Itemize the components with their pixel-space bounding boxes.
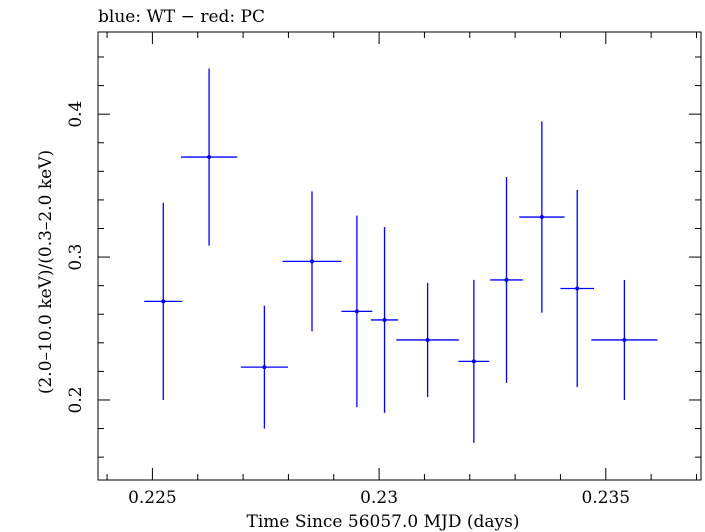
data-point [370, 227, 399, 413]
y-tick-label: 0.4 [66, 101, 86, 128]
data-point-marker [504, 277, 509, 282]
data-point [490, 177, 523, 383]
y-tick-label: 0.3 [66, 244, 86, 271]
data-point-marker [354, 309, 359, 314]
data-point-marker [539, 215, 544, 220]
y-tick-label: 0.2 [66, 386, 86, 413]
data-point [458, 279, 490, 443]
chart-title: blue: WT − red: PC [98, 7, 265, 27]
data-point [396, 282, 459, 398]
x-tick-label: 0.23 [360, 488, 398, 508]
data-point-marker [161, 299, 166, 304]
y-axis-label: (2.0–10.0 keV)/(0.3–2.0 keV) [36, 150, 56, 394]
axis-ticks [98, 32, 701, 480]
data-series [144, 68, 658, 443]
plot-frame [97, 31, 702, 481]
data-point [560, 189, 595, 388]
data-point-marker [382, 317, 387, 322]
data-point [341, 215, 373, 408]
data-point [282, 191, 342, 332]
x-axis-label: Time Since 56057.0 MJD (days) [247, 512, 520, 532]
tick-labels: 0.225 0.23 0.235 0.2 0.3 0.4 [66, 101, 630, 508]
data-point [240, 305, 288, 429]
data-point-marker [622, 337, 627, 342]
x-tick-label: 0.225 [128, 488, 177, 508]
data-point-marker [471, 359, 476, 364]
data-point [180, 68, 238, 246]
data-point [519, 121, 565, 313]
data-point-marker [425, 337, 430, 342]
data-point-marker [575, 286, 580, 291]
data-point [591, 279, 658, 400]
data-point [144, 202, 183, 400]
x-tick-label: 0.235 [581, 488, 630, 508]
data-point-marker [262, 365, 267, 370]
data-point-marker [207, 155, 212, 160]
data-point-marker [309, 259, 314, 264]
